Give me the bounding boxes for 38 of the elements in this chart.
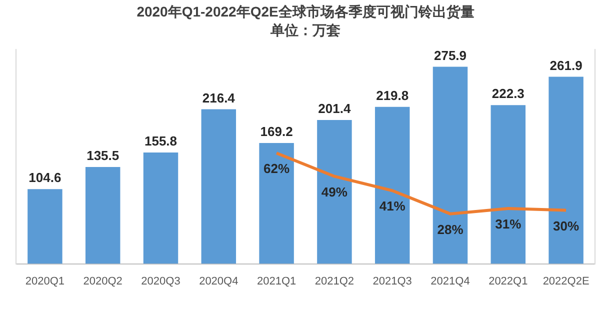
data-label: 41% bbox=[379, 198, 406, 214]
data-label: 219.8 bbox=[376, 88, 409, 103]
data-label: 104.6 bbox=[28, 170, 62, 186]
x-tick-label: 2022Q2E bbox=[542, 275, 590, 288]
bar bbox=[548, 76, 584, 264]
x-tick-label: 2021Q3 bbox=[372, 275, 412, 288]
data-label: 216.4 bbox=[202, 90, 236, 106]
bar bbox=[143, 152, 178, 264]
data-label: 135.5 bbox=[86, 148, 120, 164]
x-tick-label: 2022Q1 bbox=[488, 275, 528, 288]
data-label: 201.4 bbox=[318, 101, 352, 116]
data-label: 31% bbox=[495, 216, 522, 232]
data-label: 62% bbox=[264, 161, 290, 176]
x-tick-label: 2020Q3 bbox=[141, 275, 180, 288]
bar bbox=[432, 66, 468, 264]
data-label: 49% bbox=[321, 184, 348, 200]
data-label: 155.8 bbox=[144, 134, 178, 149]
data-label: 275.9 bbox=[434, 48, 467, 63]
x-tick-label: 2020Q4 bbox=[199, 275, 238, 288]
x-tick-label: 2021Q1 bbox=[256, 275, 296, 288]
chart-title: 2020年Q1-2022年Q2E全球市场各季度可视门铃出货量 bbox=[136, 3, 474, 20]
data-label: 169.2 bbox=[260, 124, 293, 140]
data-label: 30% bbox=[553, 218, 580, 234]
data-label: 28% bbox=[437, 222, 464, 237]
chart-subtitle: 单位：万套 bbox=[270, 22, 340, 38]
x-tick-label: 2021Q4 bbox=[430, 275, 470, 288]
bar bbox=[201, 109, 236, 264]
x-tick-label: 2020Q1 bbox=[25, 275, 65, 288]
bar bbox=[85, 167, 120, 264]
x-tick-label: 2020Q2 bbox=[83, 275, 122, 288]
bar bbox=[317, 120, 352, 264]
bar bbox=[490, 105, 526, 264]
data-label: 261.9 bbox=[550, 58, 582, 73]
bar bbox=[28, 189, 62, 264]
bar bbox=[374, 106, 410, 264]
bar bbox=[259, 142, 294, 264]
data-label: 222.3 bbox=[492, 86, 524, 102]
x-tick-label: 2021Q2 bbox=[314, 275, 354, 288]
